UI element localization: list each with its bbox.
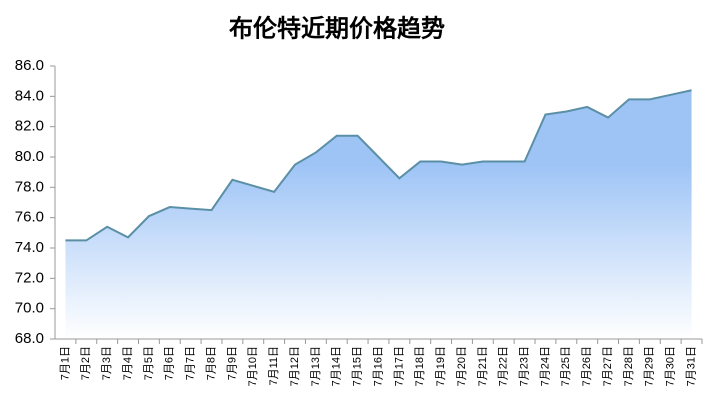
area [65, 90, 692, 340]
x-tick-label: 7月27日 [602, 346, 614, 386]
x-tick-label: 7月18日 [414, 346, 426, 386]
y-tick-label: 74.0 [15, 239, 44, 256]
y-tick-label: 86.0 [15, 57, 44, 74]
x-tick-label: 7月26日 [581, 346, 593, 386]
x-tick-label: 7月6日 [164, 346, 176, 380]
y-tick-label: 82.0 [15, 118, 44, 135]
x-tick-label: 7月20日 [456, 346, 468, 386]
x-tick-label: 7月23日 [519, 346, 531, 386]
y-tick-label: 72.0 [15, 269, 44, 286]
x-tick-label: 7月22日 [498, 346, 510, 386]
y-tick-label: 76.0 [15, 209, 44, 226]
x-tick-label: 7月2日 [80, 346, 92, 380]
x-tick-label: 7月10日 [247, 346, 259, 386]
x-tick-label: 7月31日 [685, 346, 697, 386]
x-tick-label: 7月13日 [310, 346, 322, 386]
y-tick-label: 70.0 [15, 300, 44, 317]
x-tick-label: 7月19日 [435, 346, 447, 386]
x-tick-label: 7月4日 [122, 346, 134, 380]
line [65, 89, 692, 242]
x-tick-label: 7月9日 [226, 346, 238, 380]
x-tick-label: 7月3日 [101, 346, 113, 380]
x-tick-label: 7月16日 [372, 346, 384, 386]
chart-title: 布伦特近期价格趋势 [229, 14, 445, 42]
y-tick-label: 68.0 [15, 330, 44, 347]
x-tick-label: 7月11日 [268, 346, 280, 386]
x-tick-label: 7月14日 [331, 346, 343, 386]
x-tick-label: 7月5日 [143, 346, 155, 380]
y-tick-label: 80.0 [15, 148, 44, 165]
x-tick-label: 7月15日 [352, 346, 364, 386]
x-tick-label: 7月1日 [59, 346, 71, 380]
x-tick-label: 7月24日 [539, 346, 551, 386]
x-tick-label: 7月30日 [665, 346, 677, 386]
x-tick-label: 7月28日 [623, 346, 635, 386]
x-tick-label: 7月7日 [185, 346, 197, 380]
y-tick-label: 84.0 [15, 87, 44, 104]
x-tick-label: 7月29日 [644, 346, 656, 386]
y-tick-label: 78.0 [15, 178, 44, 195]
x-tick-label: 7月17日 [393, 346, 405, 386]
x-tick-label: 7月21日 [477, 346, 489, 386]
x-tick-label: 7月12日 [289, 346, 301, 386]
x-tick-label: 7月8日 [205, 346, 217, 380]
x-tick-label: 7月25日 [560, 346, 572, 386]
